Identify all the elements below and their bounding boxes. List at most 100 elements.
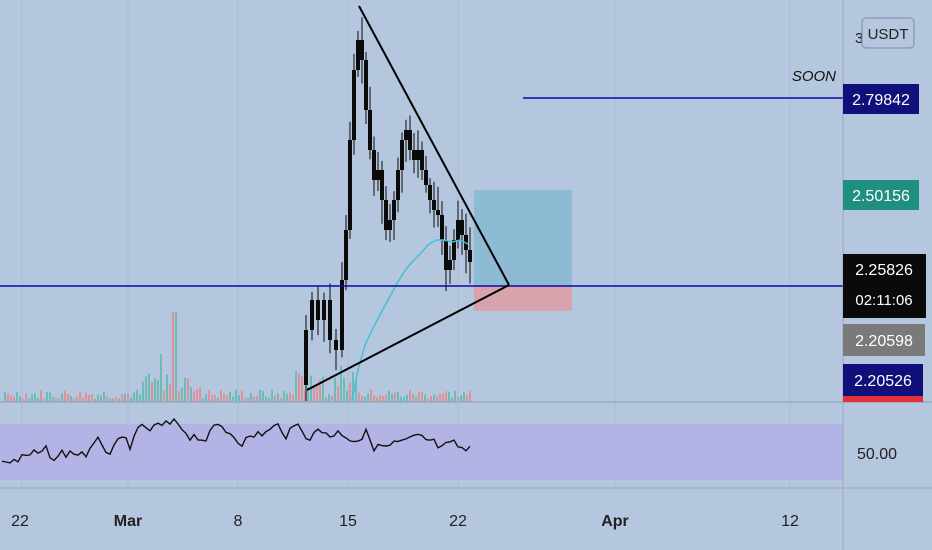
volume-bar	[217, 397, 219, 402]
volume-bar	[190, 387, 192, 402]
volume-bar	[259, 389, 261, 402]
volume-bar	[43, 398, 45, 402]
volume-bar	[412, 394, 414, 402]
volume-bar	[73, 398, 75, 402]
volume-bar	[136, 389, 138, 402]
volume-bar	[388, 390, 390, 402]
volume-bar	[31, 394, 33, 402]
candle-body	[316, 300, 320, 320]
volume-bar	[376, 397, 378, 402]
volume-bar	[178, 390, 180, 402]
volume-bar	[373, 395, 375, 402]
volume-bar	[232, 396, 234, 402]
volume-bar	[313, 386, 315, 402]
volume-bar	[397, 391, 399, 402]
volume-bar	[445, 391, 447, 402]
price-label-target: 2.79842	[843, 84, 919, 114]
candle-body	[360, 40, 364, 60]
volume-bar	[199, 387, 201, 402]
candle-body	[408, 130, 412, 150]
svg-text:2.79842: 2.79842	[852, 92, 910, 109]
currency-button[interactable]: USDT	[861, 17, 915, 49]
volume-bar	[142, 381, 144, 402]
volume-bar	[283, 390, 285, 402]
volume-bar	[124, 393, 126, 402]
volume-bar	[304, 390, 306, 402]
volume-bar	[265, 396, 267, 402]
volume-bar	[133, 392, 135, 402]
volume-bar	[94, 398, 96, 402]
volume-bar	[319, 379, 321, 402]
volume-bar	[352, 372, 354, 402]
volume-bar	[457, 396, 459, 402]
volume-bar	[55, 397, 57, 402]
volume-bar	[187, 378, 189, 402]
volume-bar	[193, 391, 195, 402]
volume-bar	[250, 393, 252, 402]
stop-zone[interactable]	[474, 286, 572, 311]
price-label-takeprofit: 2.50156	[843, 180, 919, 210]
volume-bar	[295, 370, 297, 402]
volume-bar	[205, 394, 207, 402]
volume-bar	[163, 390, 165, 402]
soon-annotation: SOON	[792, 68, 836, 85]
volume-bar	[49, 392, 51, 402]
volume-bar	[82, 397, 84, 402]
candle-body	[424, 170, 428, 185]
volume-bar	[229, 391, 231, 402]
volume-bar	[301, 375, 303, 402]
volume-bar	[403, 396, 405, 402]
volume-bar	[307, 386, 309, 402]
rsi-band	[0, 424, 843, 480]
triangle-lower-line[interactable]	[306, 284, 510, 391]
volume-bar	[256, 395, 258, 402]
volume-bar	[127, 393, 129, 402]
volume-bar	[52, 396, 54, 402]
candle-body	[388, 220, 392, 230]
volume-bar	[16, 392, 18, 402]
volume-bar	[298, 372, 300, 402]
volume-bar	[10, 395, 12, 402]
svg-text:2.25826: 2.25826	[855, 262, 913, 279]
volume-bar	[196, 389, 198, 402]
candle-body	[344, 230, 348, 280]
volume-bar	[349, 382, 351, 402]
volume-bar	[277, 393, 279, 402]
candle-body	[380, 170, 384, 200]
volume-bar	[460, 395, 462, 402]
candle-body	[404, 130, 408, 140]
volume-bar	[145, 376, 147, 402]
volume-bar	[268, 397, 270, 402]
target-zone[interactable]	[474, 190, 572, 286]
volume-bar	[451, 398, 453, 402]
volume-bar	[424, 394, 426, 402]
candle-body	[440, 215, 444, 240]
volume-bar	[328, 394, 330, 402]
volume-bar	[40, 390, 42, 402]
volume-bar	[469, 391, 471, 402]
volume-bar	[76, 396, 78, 402]
candle-body	[368, 110, 372, 150]
volume-bar	[253, 396, 255, 402]
volume-bar	[103, 391, 105, 402]
volume-bar	[436, 395, 438, 402]
volume-bar	[211, 394, 213, 402]
volume-bar	[247, 397, 249, 402]
volume-bar	[202, 398, 204, 402]
candle-body	[322, 300, 326, 320]
volume-bar	[64, 390, 66, 402]
candle-body	[392, 200, 396, 220]
volume-bar	[85, 392, 87, 402]
price-label-current: 2.25826 02:11:06	[843, 254, 926, 318]
volume-bar	[46, 391, 48, 402]
volume-bar	[241, 390, 243, 402]
moving-average-line	[351, 239, 469, 401]
volume-bar	[286, 393, 288, 402]
triangle-upper-line[interactable]	[358, 5, 510, 286]
volume-bar	[400, 396, 402, 402]
volume-bar	[391, 393, 393, 402]
volume-bar	[67, 394, 69, 402]
volume-bar	[427, 398, 429, 402]
volume-bar	[280, 397, 282, 402]
